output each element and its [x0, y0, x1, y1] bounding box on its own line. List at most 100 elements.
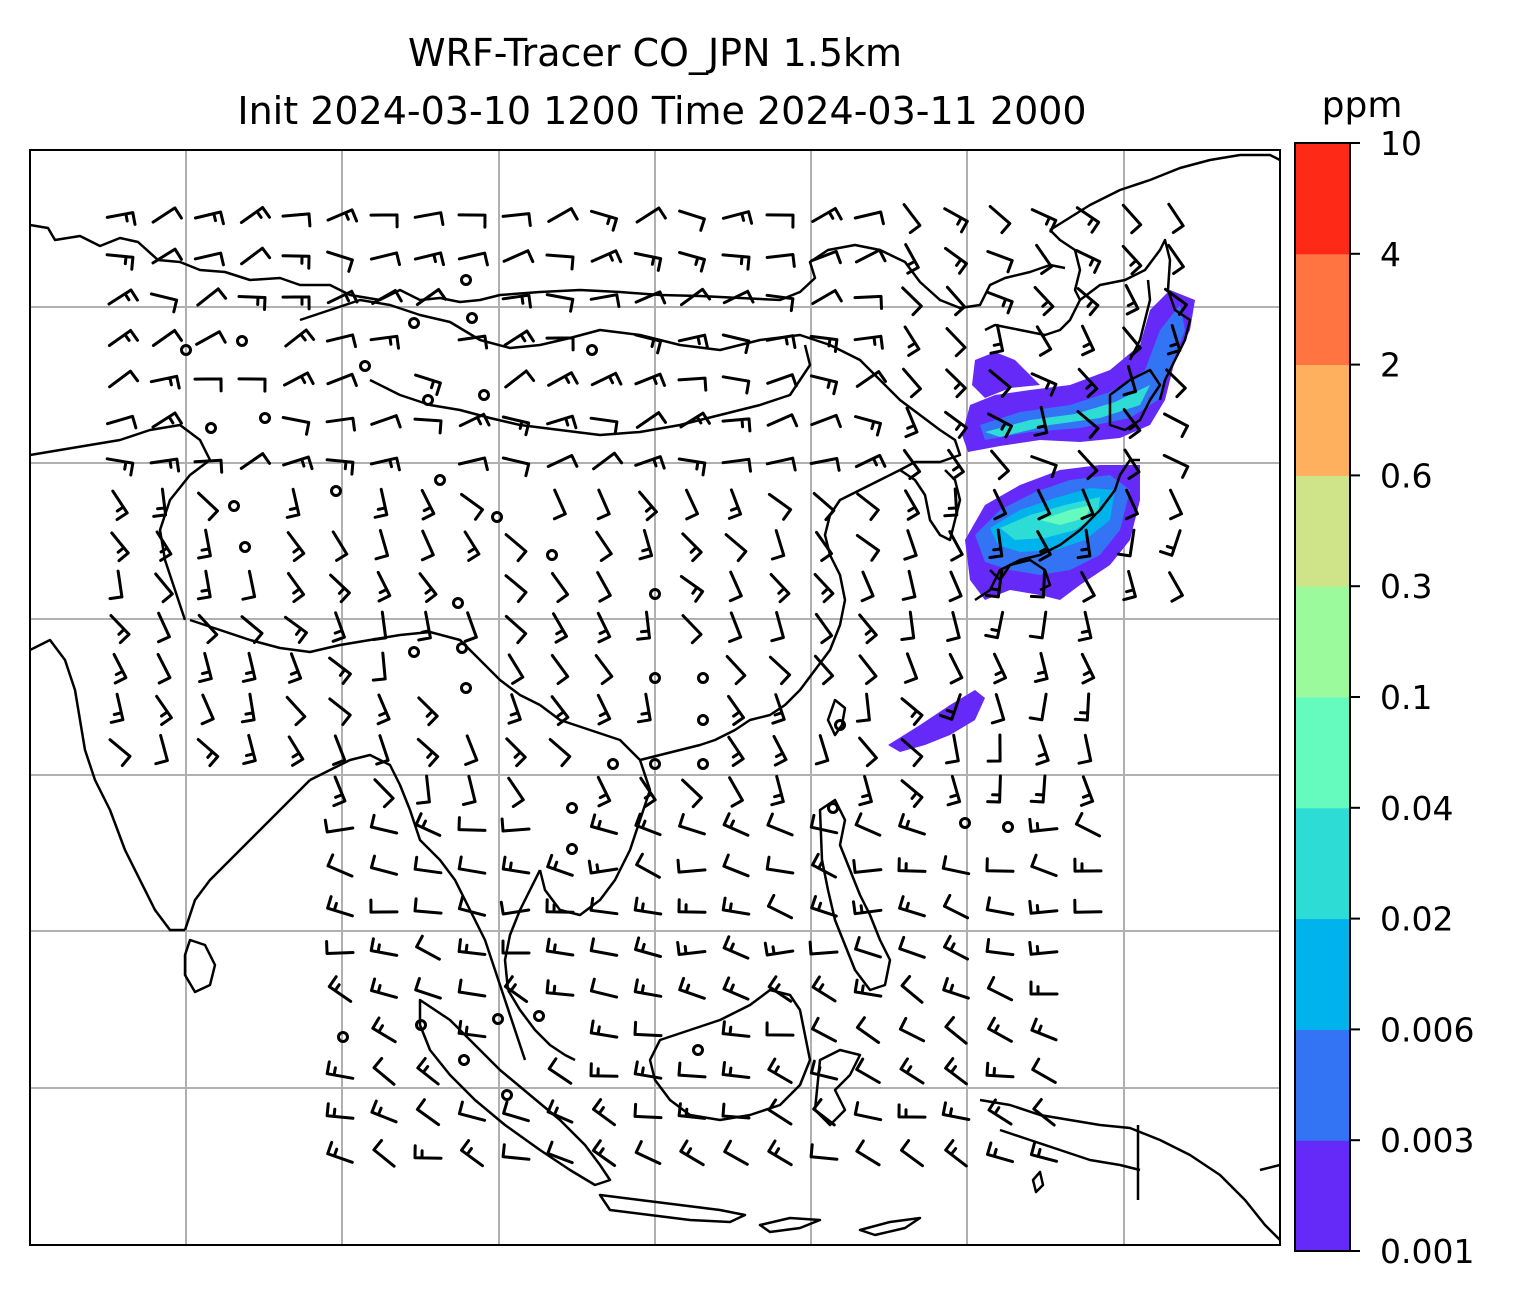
wind-barb: [765, 293, 795, 313]
wind-barb: [154, 572, 174, 604]
coast-okhotsk: [984, 229, 1082, 337]
wind-barb: [108, 738, 132, 767]
wind-barb: [550, 695, 570, 727]
wind-barb: [596, 693, 612, 726]
wind-barb: [1036, 488, 1052, 521]
wind-barb: [727, 488, 743, 520]
wind-barb: [1030, 208, 1058, 233]
wind-barb: [457, 938, 487, 956]
wind-barb: [547, 207, 579, 223]
wind-barb: [547, 371, 579, 387]
wind-barb: [681, 614, 703, 645]
wind-barb: [371, 1016, 397, 1044]
wind-barb: [766, 373, 798, 388]
wind-barb: [722, 812, 750, 837]
wind-barb: [766, 893, 794, 920]
wind-barb: [370, 977, 398, 999]
wind-barb: [721, 253, 751, 271]
calm-wind-marker: [697, 758, 709, 770]
wind-barb: [728, 611, 743, 643]
wind-barb: [810, 895, 838, 918]
wind-barb: [111, 489, 129, 521]
wind-barb: [770, 774, 785, 807]
wind-barb: [722, 853, 750, 878]
wind-barb: [854, 248, 887, 264]
wind-barb: [1080, 652, 1096, 685]
wind-barb: [721, 896, 751, 916]
wind-barb: [948, 570, 963, 603]
calm-wind-marker: [259, 412, 271, 424]
wind-barb: [155, 694, 173, 726]
colorbar-segment: [1295, 143, 1350, 255]
wind-barb: [545, 979, 575, 997]
wind-barb: [281, 295, 311, 311]
wind-barb: [457, 213, 487, 229]
wind-barb: [678, 976, 706, 1000]
wind-barb: [633, 978, 663, 998]
calm-wind-marker: [180, 344, 192, 356]
wind-barb: [108, 569, 124, 601]
coast-korea: [899, 468, 962, 542]
wind-barb: [503, 329, 535, 347]
wind-barb: [592, 451, 624, 471]
wind-barb: [722, 289, 755, 305]
calm-wind-marker: [607, 758, 619, 770]
wind-barb: [1121, 244, 1143, 276]
wind-barb: [985, 938, 1015, 957]
colorbar-segment: [1295, 697, 1350, 809]
wind-barb: [332, 775, 347, 808]
wind-barb: [986, 774, 1002, 804]
wind-barb: [457, 456, 489, 472]
wind-barb: [987, 1098, 1013, 1126]
coast-india-west: [30, 638, 185, 932]
wind-barb: [948, 652, 964, 685]
calm-wind-marker: [337, 1031, 349, 1043]
colorbar-segment: [1295, 918, 1350, 1030]
wind-barb: [1165, 368, 1187, 399]
wind-barb: [284, 328, 316, 348]
wind-barb: [1028, 610, 1048, 640]
wind-barb: [1124, 283, 1140, 316]
wind-barb: [765, 253, 796, 268]
wind-barb: [852, 859, 883, 874]
wind-barb: [992, 488, 1008, 521]
wind-barb: [727, 735, 745, 767]
wind-barb: [1167, 243, 1185, 275]
wind-barb: [727, 694, 745, 726]
wind-barb: [545, 253, 575, 271]
wind-barb: [457, 895, 487, 917]
wind-barb: [903, 652, 919, 684]
coast-java: [598, 1193, 747, 1224]
wind-barb: [904, 406, 919, 439]
wind-barb: [898, 1016, 926, 1043]
wind-barb: [993, 652, 1007, 685]
wind-barb: [328, 656, 352, 685]
wind-barb: [901, 569, 917, 601]
wind-barb: [501, 456, 531, 478]
wind-barb: [990, 693, 1006, 725]
wind-barb: [414, 977, 442, 1000]
wind-barb: [810, 249, 842, 265]
wind-barb: [1122, 408, 1142, 440]
wind-barb: [721, 1102, 751, 1120]
colorbar-tick-label: 0.006: [1380, 1010, 1474, 1049]
wind-barb: [589, 416, 619, 436]
wind-barb: [904, 489, 920, 521]
wind-barb: [633, 333, 663, 355]
wind-barb: [990, 449, 1010, 481]
wind-barb: [635, 411, 667, 429]
wind-barb: [464, 734, 479, 766]
wind-barb: [898, 895, 926, 918]
wind-barb: [370, 1099, 398, 1124]
wind-barb: [811, 207, 843, 223]
wind-barb: [721, 457, 752, 473]
wind-barb: [1033, 405, 1049, 437]
wind-barb: [772, 734, 788, 767]
wind-barb: [373, 778, 395, 809]
wind-barb: [679, 1139, 705, 1167]
wind-barb: [326, 372, 358, 387]
wind-barb: [721, 210, 754, 225]
wind-barb: [679, 411, 711, 429]
wind-barb: [636, 692, 652, 724]
